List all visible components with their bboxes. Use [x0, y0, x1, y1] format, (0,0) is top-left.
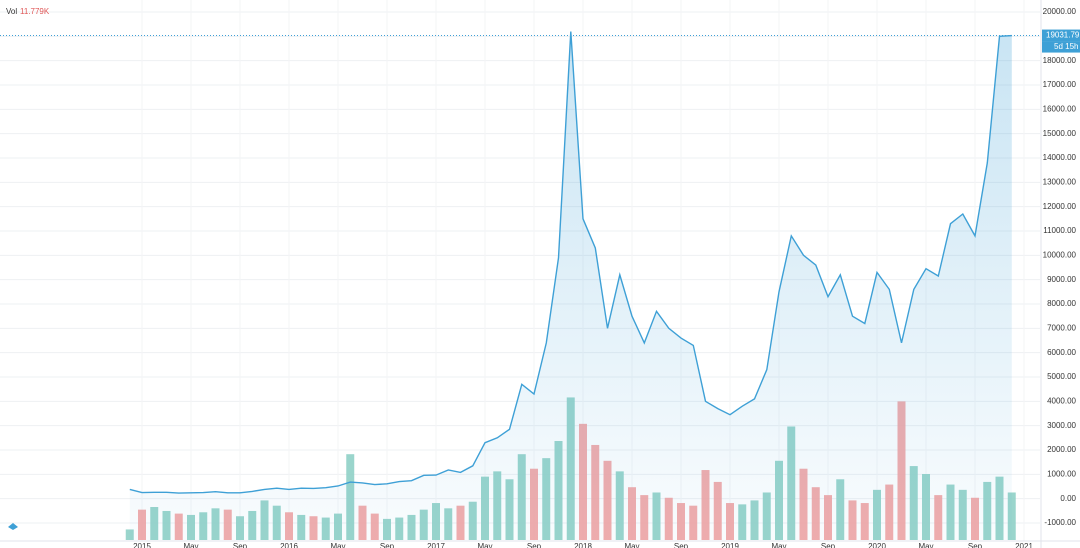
x-tick-label: Sep: [233, 542, 248, 548]
y-tick-label: 4000.00: [1047, 396, 1076, 405]
logo: [8, 523, 18, 530]
y-tick-label: 13000.00: [1043, 177, 1077, 186]
x-tick-label: 2021: [1015, 542, 1033, 548]
x-tick-label: May: [477, 542, 492, 548]
x-tick-label: Sep: [380, 542, 395, 548]
y-tick-label: 16000.00: [1043, 104, 1077, 113]
price: [129, 31, 1012, 540]
volume-value: 11.779K: [20, 7, 50, 16]
price-line: [129, 31, 1012, 494]
y-tick-label: 3000.00: [1047, 421, 1076, 430]
x-tick-label: May: [624, 542, 639, 548]
x-tick-label: Sep: [821, 542, 836, 548]
x-tick-label: 2018: [574, 542, 592, 548]
x-tick-label: Sep: [527, 542, 542, 548]
y-tick-label: 10000.00: [1043, 250, 1077, 259]
y-tick-label: 15000.00: [1043, 129, 1077, 138]
y-tick-label: 14000.00: [1043, 153, 1077, 162]
countdown-label: 5d 15h: [1054, 42, 1078, 51]
y-tick-label: 5000.00: [1047, 372, 1076, 381]
y-tick-label: -1000.00: [1044, 518, 1076, 527]
x-tick-label: May: [183, 542, 198, 548]
x-tick-label: 2016: [280, 542, 298, 548]
y-tick-label: 9000.00: [1047, 275, 1076, 284]
x-tick-label: May: [918, 542, 933, 548]
y-tick-label: 0.00: [1060, 494, 1076, 503]
volume-label: Vol: [6, 7, 17, 16]
last-price-box: [1042, 29, 1080, 42]
x-tick-label: Sep: [968, 542, 983, 548]
y-tick-label: 2000.00: [1047, 445, 1076, 454]
y-tick-label: 11000.00: [1043, 226, 1076, 235]
x-tick-label: 2017: [427, 542, 445, 548]
y-tick-label: 18000.00: [1043, 56, 1077, 65]
area-fill: [129, 31, 1012, 540]
y-tick-label: 7000.00: [1047, 323, 1076, 332]
last-price-label: 19031.79: [1046, 31, 1080, 40]
y-tick-label: 12000.00: [1043, 202, 1077, 211]
x-tick-label: May: [771, 542, 786, 548]
y-tick-label: 20000.00: [1043, 7, 1077, 16]
x-tick-label: 2015: [133, 542, 151, 548]
y-tick-label: 17000.00: [1043, 80, 1077, 89]
x-tick-label: May: [330, 542, 345, 548]
y-tick-label: 6000.00: [1047, 348, 1076, 357]
y-tick-label: 8000.00: [1047, 299, 1076, 308]
x-tick-label: Sep: [674, 542, 689, 548]
x-tick-label: 2019: [721, 542, 739, 548]
countdown-box: [1042, 41, 1080, 53]
volume-bar: [125, 529, 134, 540]
x-tick-label: 2020: [868, 542, 886, 548]
y-tick-label: 1000.00: [1047, 469, 1076, 478]
